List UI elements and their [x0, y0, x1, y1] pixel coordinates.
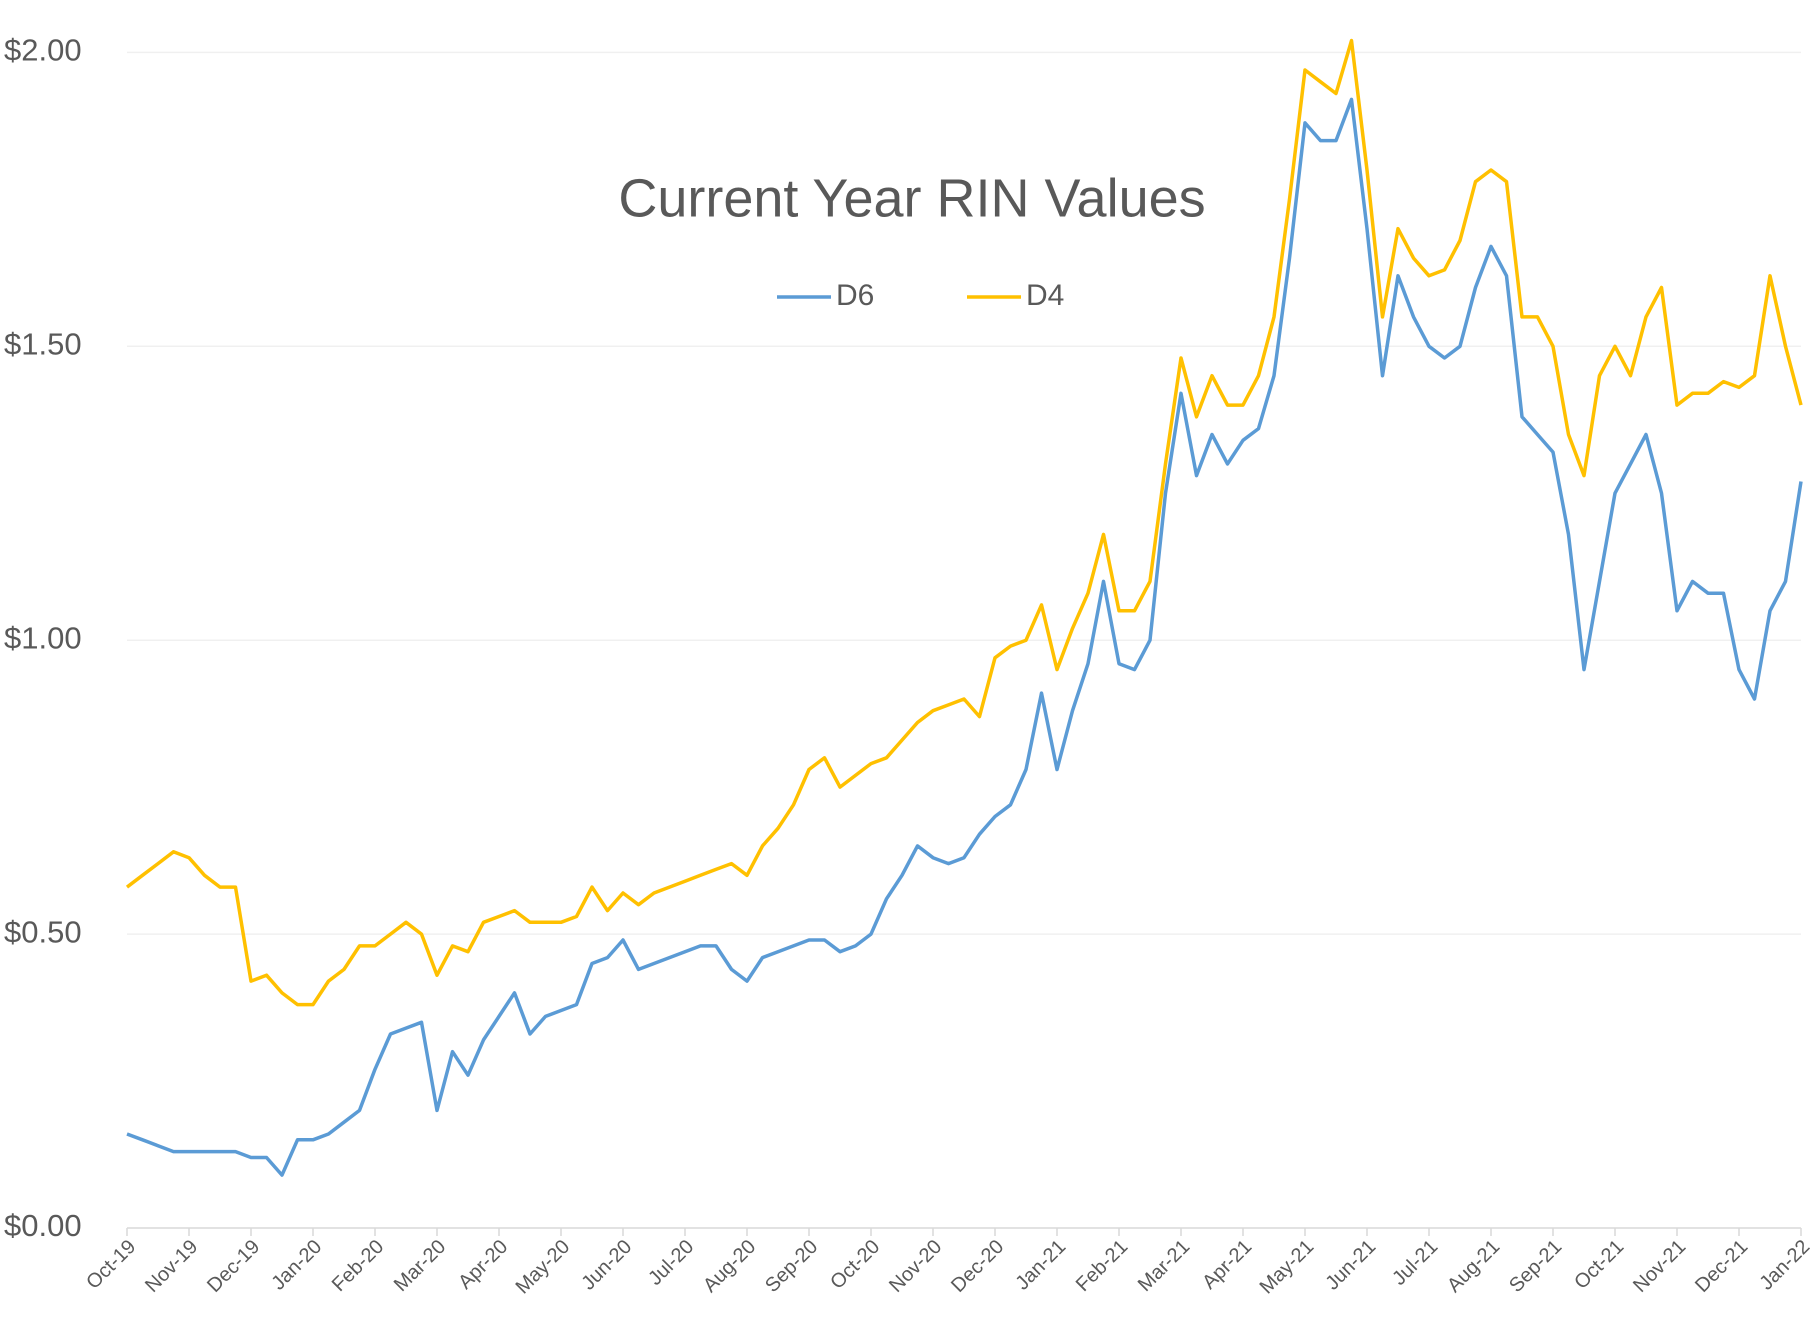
y-tick-label: $0.00: [4, 1208, 82, 1243]
x-tick-label: May-21: [1256, 1236, 1319, 1299]
x-tick-label: Jan-22: [1755, 1236, 1814, 1295]
series-line: [125, 38, 1803, 1007]
x-tick-label: Jan-21: [1011, 1236, 1070, 1295]
series-line: [126, 97, 1803, 1177]
x-tick-label: Dec-20: [947, 1236, 1008, 1297]
x-tick-label: Mar-20: [390, 1236, 450, 1296]
x-tick-label: Oct-19: [82, 1236, 140, 1294]
y-tick-label: $1.00: [4, 620, 82, 655]
x-tick-label: Nov-20: [885, 1236, 946, 1297]
x-tick-label: Nov-21: [1629, 1236, 1690, 1297]
x-tick-label: Oct-21: [1570, 1236, 1628, 1294]
x-tick-label: Jun-20: [577, 1236, 636, 1295]
chart-title: Current Year RIN Values: [618, 168, 1205, 228]
x-tick-label: Aug-21: [1443, 1236, 1504, 1297]
x-tick-label: Feb-20: [328, 1236, 388, 1296]
x-tick-label: Dec-21: [1691, 1236, 1752, 1297]
x-tick-label: Apr-20: [454, 1236, 512, 1294]
x-tick-label: Jan-20: [267, 1236, 326, 1295]
y-tick-label: $2.00: [4, 33, 82, 68]
x-tick-label: Jul-20: [644, 1236, 698, 1290]
legend-label: D6: [836, 279, 874, 312]
x-tick-label: Feb-21: [1072, 1236, 1132, 1296]
y-tick-label: $0.50: [4, 914, 82, 949]
x-tick-label: Dec-19: [203, 1236, 264, 1297]
legend-label: D4: [1026, 279, 1064, 312]
x-tick-label: Oct-20: [826, 1236, 884, 1294]
x-tick-label: May-20: [512, 1236, 575, 1299]
x-tick-label: Aug-20: [699, 1236, 760, 1297]
x-tick-label: Sep-21: [1505, 1236, 1566, 1297]
x-tick-label: Sep-20: [761, 1236, 822, 1297]
x-tick-label: Jun-21: [1321, 1236, 1380, 1295]
x-tick-label: Jul-21: [1388, 1236, 1442, 1290]
y-tick-label: $1.50: [4, 326, 82, 361]
x-tick-label: Apr-21: [1198, 1236, 1256, 1294]
x-tick-label: Mar-21: [1134, 1236, 1194, 1296]
x-tick-label: Nov-19: [141, 1236, 202, 1297]
